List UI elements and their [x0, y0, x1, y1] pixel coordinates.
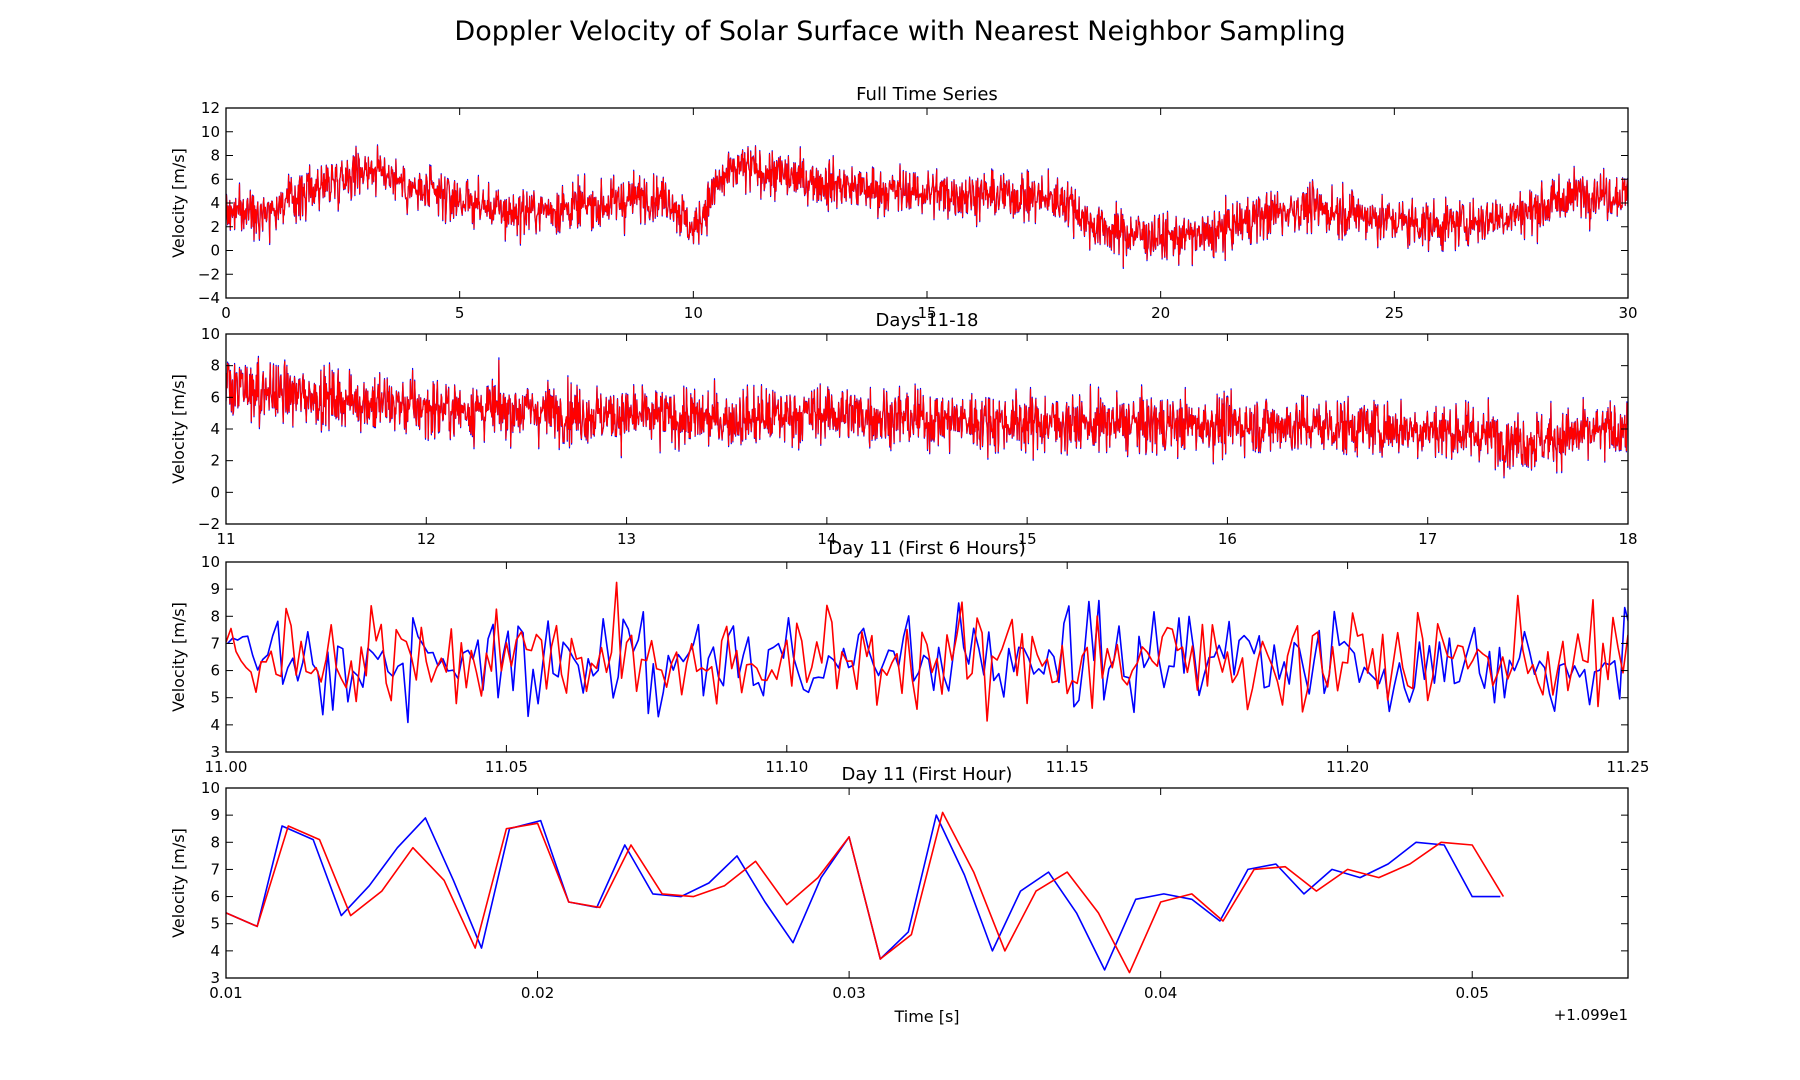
subplot-title: Days 11-18 [876, 310, 979, 331]
x-tick-label: 0.03 [832, 984, 865, 1002]
x-tick-label: 11.00 [205, 758, 248, 776]
figure-title: Doppler Velocity of Solar Surface with N… [454, 16, 1346, 47]
x-tick-label: 13 [617, 530, 636, 548]
axes-frame [225, 561, 1629, 753]
x-tick-label: 11.10 [765, 758, 808, 776]
y-tick-label: 8 [210, 147, 220, 165]
y-tick-label: 10 [201, 325, 220, 343]
series-line-blue [226, 144, 1628, 269]
x-axis-label: Time [s] [893, 1007, 959, 1026]
y-tick-label: 4 [210, 194, 220, 212]
y-axis-label: Velocity [m/s] [169, 828, 188, 938]
y-tick-label: 7 [210, 860, 220, 878]
y-tick-label: 6 [210, 388, 220, 406]
axes-frame [225, 787, 1629, 979]
subplot-4: 0.01 0.02 0.03 0.04 0.05 3 4 5 6 7 8 9 10 Day 11 (Fir… [169, 764, 1629, 1026]
x-offset-label: +1.099e1 [1554, 1006, 1628, 1024]
x-tick-label: 0 [221, 304, 231, 322]
x-tick-label: 17 [1418, 530, 1437, 548]
y-tick-label: 2 [210, 218, 220, 236]
x-tick-label: 15 [917, 304, 936, 322]
subplot-title: Full Time Series [856, 84, 998, 105]
subplot-1: 0 5 10 15 20 25 30 −4 −2 0 2 4 6 8 10 12 Full Time Serie… [169, 84, 1638, 322]
x-tick-label: 11.25 [1607, 758, 1650, 776]
y-tick-label: 6 [210, 170, 220, 188]
y-tick-label: 4 [210, 420, 220, 438]
x-tick-label: 15 [1018, 530, 1037, 548]
y-axis-label: Velocity [m/s] [169, 148, 188, 258]
y-tick-label: 9 [210, 580, 220, 598]
series-line-blue [227, 599, 1628, 724]
y-tick-label: 8 [210, 833, 220, 851]
y-tick-label: 9 [210, 806, 220, 824]
plot-area [226, 581, 1628, 724]
y-tick-label: 6 [210, 662, 220, 680]
x-tick-label: 16 [1218, 530, 1237, 548]
y-tick-label: 2 [210, 452, 220, 470]
y-tick-label: 12 [201, 99, 220, 117]
subplot-3: 11.00 11.05 11.10 11.15 11.20 11.25 3 4 5 6 7 8 9 10 D… [169, 538, 1649, 776]
x-tick-label: 18 [1618, 530, 1637, 548]
plot-area [226, 144, 1628, 269]
series-line-red [226, 811, 1505, 974]
y-tick-label: −2 [198, 265, 220, 283]
x-tick-label: 11.15 [1046, 758, 1089, 776]
y-tick-label: 7 [210, 634, 220, 652]
y-tick-label: 8 [210, 607, 220, 625]
y-tick-label: 10 [201, 553, 220, 571]
y-tick-label: 3 [210, 969, 220, 987]
y-tick-label: 10 [201, 779, 220, 797]
x-tick-label: 0.01 [209, 984, 242, 1002]
x-tick-label: 0.05 [1456, 984, 1489, 1002]
y-tick-label: 3 [210, 743, 220, 761]
plot-area [226, 355, 1628, 479]
x-tick-label: 14 [817, 530, 836, 548]
x-tick-label: 11.05 [485, 758, 528, 776]
y-tick-label: 4 [210, 716, 220, 734]
x-tick-label: 0.04 [1144, 984, 1177, 1002]
x-tick-label: 20 [1151, 304, 1170, 322]
y-tick-label: 0 [210, 242, 220, 260]
series-line-red [226, 145, 1628, 268]
y-axis-label: Velocity [m/s] [169, 602, 188, 712]
x-tick-label: 10 [684, 304, 703, 322]
x-tick-label: 30 [1618, 304, 1637, 322]
y-tick-label: 6 [210, 888, 220, 906]
x-tick-label: 11.20 [1326, 758, 1369, 776]
y-tick-label: 5 [210, 689, 220, 707]
y-tick-label: 0 [210, 483, 220, 501]
x-tick-label: 5 [455, 304, 465, 322]
y-axis-label: Velocity [m/s] [169, 374, 188, 484]
plot-area [226, 811, 1505, 974]
subplot-title: Day 11 (First 6 Hours) [828, 538, 1025, 559]
y-tick-label: 4 [210, 942, 220, 960]
x-tick-label: 0.02 [521, 984, 554, 1002]
y-tick-label: −4 [198, 289, 220, 307]
x-tick-label: 12 [417, 530, 436, 548]
series-line-red [226, 357, 1628, 477]
series-line-red [226, 581, 1628, 722]
subplot-2: 11 12 13 14 15 16 17 18 −2 0 2 4 6 8 10 Days 11-18 Veloc… [169, 310, 1638, 548]
x-tick-label: 11 [216, 530, 235, 548]
y-tick-label: 8 [210, 357, 220, 375]
y-tick-label: 10 [201, 123, 220, 141]
y-tick-label: −2 [198, 515, 220, 533]
y-tick-label: 5 [210, 915, 220, 933]
x-tick-label: 25 [1385, 304, 1404, 322]
subplot-title: Day 11 (First Hour) [842, 764, 1013, 785]
